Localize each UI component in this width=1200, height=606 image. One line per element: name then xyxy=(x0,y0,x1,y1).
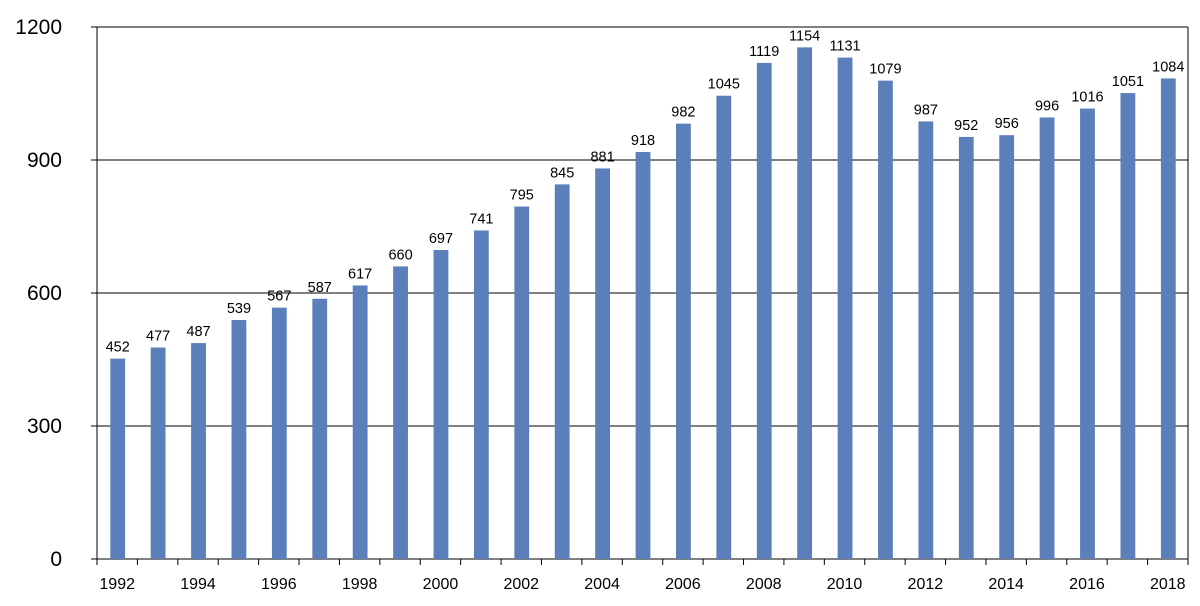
bar-2001 xyxy=(473,230,489,560)
x-tick-label-1992: 1992 xyxy=(99,576,135,593)
y-tick-label: 600 xyxy=(27,282,62,305)
y-tick-label: 1200 xyxy=(15,16,62,39)
bar-2017 xyxy=(1120,93,1136,559)
bar-2009 xyxy=(797,47,813,559)
bar-1993 xyxy=(150,347,166,559)
data-label-1996: 567 xyxy=(267,289,291,305)
data-label-2015: 996 xyxy=(1035,98,1059,114)
bar-2003 xyxy=(554,184,570,559)
bar-1992 xyxy=(110,358,126,559)
bar-2013 xyxy=(958,136,974,560)
data-label-2002: 795 xyxy=(510,188,534,204)
bar-2005 xyxy=(635,152,651,559)
bar-2002 xyxy=(514,206,530,560)
bar-2000 xyxy=(433,249,449,559)
data-label-1992: 452 xyxy=(106,340,130,356)
x-tick-label-2004: 2004 xyxy=(584,576,620,593)
x-tick-label-1994: 1994 xyxy=(180,576,216,593)
data-label-2000: 697 xyxy=(429,231,453,247)
bar-1994 xyxy=(191,343,206,559)
data-label-2005: 918 xyxy=(631,133,655,149)
data-label-2014: 956 xyxy=(995,116,1019,132)
bar-1998 xyxy=(352,285,368,559)
y-tick-label: 900 xyxy=(27,149,62,172)
x-tick-label-2006: 2006 xyxy=(665,576,701,593)
x-tick-label-2016: 2016 xyxy=(1069,576,1105,593)
data-label-1997: 587 xyxy=(308,280,332,296)
x-tick-label-2018: 2018 xyxy=(1150,576,1186,593)
data-label-2013: 952 xyxy=(954,118,978,134)
data-label-2007: 1045 xyxy=(708,77,740,93)
data-label-1995: 539 xyxy=(227,301,251,317)
x-tick-label-1996: 1996 xyxy=(261,576,297,593)
data-label-2018: 1084 xyxy=(1152,59,1184,75)
bar-2015 xyxy=(1039,117,1055,559)
bar-2014 xyxy=(999,135,1015,559)
bar-1995 xyxy=(231,320,247,559)
data-label-2003: 845 xyxy=(550,165,574,181)
bar-1997 xyxy=(312,298,328,559)
x-tick-label-1998: 1998 xyxy=(342,576,378,593)
y-tick-label: 0 xyxy=(50,548,62,571)
y-tick-label: 300 xyxy=(27,415,62,438)
x-tick-label-2012: 2012 xyxy=(908,576,944,593)
data-label-2017: 1051 xyxy=(1112,74,1144,90)
data-label-2006: 982 xyxy=(671,105,695,121)
bar-2007 xyxy=(716,95,732,559)
data-label-2008: 1119 xyxy=(749,44,779,60)
bar-2010 xyxy=(837,57,853,560)
bar-1999 xyxy=(393,266,408,559)
data-label-2010: 1131 xyxy=(829,39,860,55)
bar-2011 xyxy=(878,80,893,559)
x-tick-label-2008: 2008 xyxy=(746,576,782,593)
data-label-2016: 1016 xyxy=(1071,90,1103,106)
data-labels: 452 477 487 539 567 587 617 660 697 741 795 845 881 9… xyxy=(106,28,1185,355)
bar-2012 xyxy=(918,121,934,560)
data-label-2011: 1079 xyxy=(869,62,901,78)
x-tick-label-2000: 2000 xyxy=(423,576,459,593)
data-label-2009: 1154 xyxy=(789,28,820,44)
x-tick-label-2002: 2002 xyxy=(503,576,539,593)
bar-1996 xyxy=(271,307,287,559)
data-label-2012: 987 xyxy=(914,102,938,118)
x-tick-label-2010: 2010 xyxy=(827,576,863,593)
data-label-1993: 477 xyxy=(146,329,170,345)
data-label-1994: 487 xyxy=(186,324,210,340)
x-tick-label-2014: 2014 xyxy=(988,576,1024,593)
bar-2004 xyxy=(595,168,610,559)
data-label-2001: 741 xyxy=(469,211,493,227)
data-label-1999: 660 xyxy=(388,247,412,263)
bar-2008 xyxy=(756,62,772,559)
data-label-1998: 617 xyxy=(348,266,372,282)
bar-2006 xyxy=(676,123,691,559)
bar-2016 xyxy=(1080,108,1095,559)
bars xyxy=(110,47,1176,560)
data-label-2004: 881 xyxy=(590,149,614,165)
bar-2018 xyxy=(1160,78,1176,559)
axes: 0 300 600 900 1200 1992 1994 1996 1998 2000 2002 20… xyxy=(15,16,1189,593)
